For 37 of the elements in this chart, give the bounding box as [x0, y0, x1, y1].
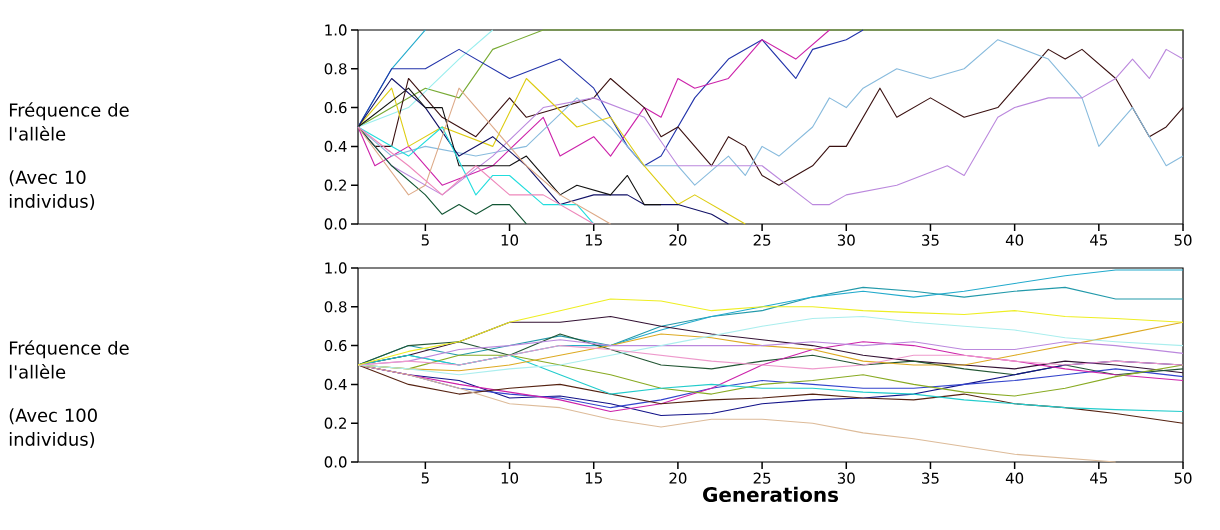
y-tick-label: 0.2: [324, 417, 346, 429]
y-axis-title: Fréquence de l'allèle: [9, 102, 129, 141]
y-tick-label: 0.4: [324, 378, 347, 391]
x-tick-label: 50: [1174, 234, 1192, 246]
y-tick-label: 0.2: [324, 179, 346, 191]
y-tick-label: 1.0: [325, 262, 347, 274]
x-tick-label: 25: [753, 472, 771, 484]
x-tick-label: 15: [585, 472, 602, 484]
text: (Avec 10 individus): [9, 170, 95, 211]
x-tick-label: 20: [669, 234, 687, 246]
x-tick-label: 30: [837, 234, 855, 246]
x-tick-label: 10: [501, 234, 519, 246]
x-tick-label: 25: [753, 234, 771, 246]
x-tick-label: 20: [669, 472, 687, 484]
x-tick-label: 50: [1174, 472, 1192, 484]
y-tick-label: 0.8: [324, 63, 347, 75]
y-tick-label: 0.0: [324, 456, 347, 468]
x-tick-label: 5: [421, 234, 429, 246]
x-tick-label: 45: [1090, 472, 1108, 484]
x-tick-label: 5: [421, 472, 429, 484]
y-tick-label: 0.4: [324, 140, 347, 153]
x-tick-label: 35: [922, 234, 939, 246]
x-tick-label: 15: [585, 234, 602, 246]
x-tick-label: 10: [501, 472, 519, 484]
x-tick-label: 40: [1005, 472, 1024, 484]
y-tick-label: 0.8: [324, 301, 347, 313]
y-axis-title: Fréquence de l'allèle: [9, 340, 129, 379]
y-tick-label: 0.6: [324, 101, 347, 114]
x-tick-label: 40: [1005, 234, 1024, 246]
x-tick-label: 35: [922, 472, 939, 484]
y-tick-label: 0.0: [324, 218, 347, 230]
text: (Avec 100 individus): [9, 408, 97, 449]
x-tick-label: 45: [1090, 234, 1108, 246]
x-tick-label: 30: [837, 472, 855, 484]
y-tick-label: 1.0: [325, 24, 347, 36]
y-tick-label: 0.6: [324, 339, 347, 352]
x-axis-title: Generations: [703, 486, 839, 503]
